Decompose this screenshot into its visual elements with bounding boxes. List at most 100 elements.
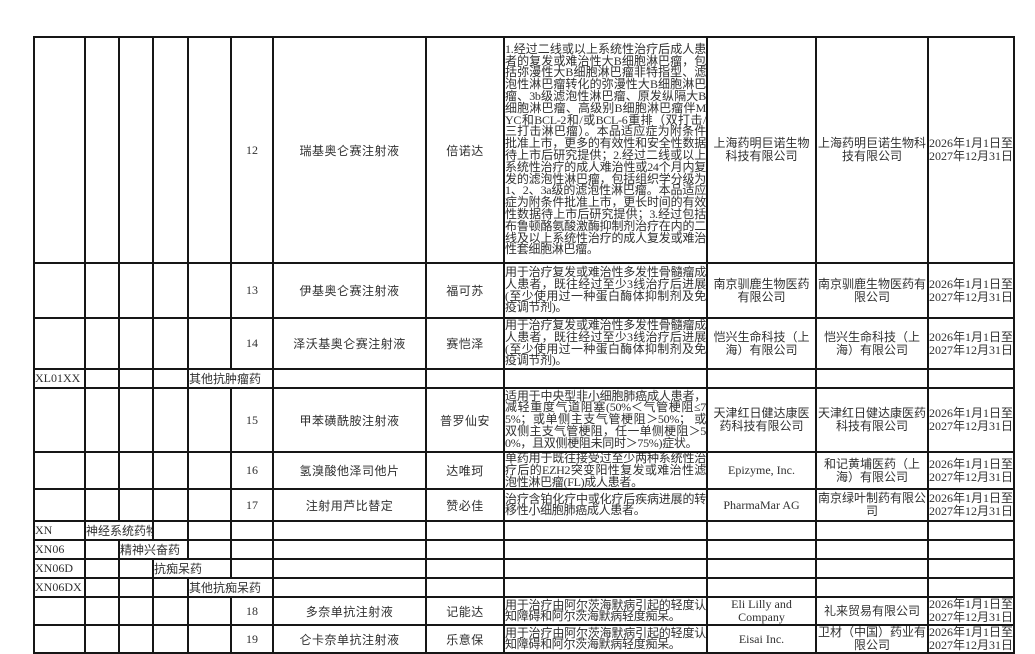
empty-cell [230,520,274,542]
empty-cell [84,488,120,523]
empty-cell [84,577,120,599]
empty-cell [84,368,120,389]
empty-cell [425,577,505,599]
empty-cell [84,596,120,627]
empty-cell [503,558,708,580]
brand-name: 达唯珂 [425,450,505,491]
drug-name: 泽沃基奥仑赛注射液 [272,317,427,370]
empty-cell [272,539,427,561]
empty-cell [152,488,189,523]
empty-cell [503,368,708,389]
empty-cell [230,539,274,561]
empty-cell [187,450,232,491]
empty-cell [503,520,708,542]
category-label: 神经系统药物 [84,520,154,542]
indication-text: 用于治疗由阿尔茨海默病引起的轻度认知障碍和阿尔茨海默病轻度痴呆。 [503,624,708,654]
empty-cell [272,520,427,542]
empty-cell [33,317,86,370]
empty-cell [84,450,120,491]
empty-cell [927,520,1015,542]
agreement-period: 2026年1月1日至2027年12月31日 [927,317,1015,370]
agreement-period: 2026年1月1日至2027年12月31日 [927,262,1015,319]
empty-cell [425,539,505,561]
drug-name: 伊基奥仑赛注射液 [272,262,427,319]
manufacturer: 礼来贸易有限公司 [815,596,929,627]
drug-row-13: 13 伊基奥仑赛注射液 福可苏 用于治疗复发或难治性多发性骨髓瘤成人患者，既往经… [33,262,1015,319]
empty-cell [230,558,274,580]
empty-cell [272,368,427,389]
drug-row-15: 15 甲苯磺酰胺注射液 普罗仙安 适用于中央型非小细胞肺癌成人患者，减轻重度气道… [33,387,1015,453]
empty-cell [84,558,120,580]
drug-name: 甲苯磺酰胺注射液 [272,387,427,453]
empty-cell [927,558,1015,580]
empty-cell [927,577,1015,599]
brand-name: 普罗仙安 [425,387,505,453]
empty-cell [118,387,154,453]
row-number: 12 [230,36,274,264]
empty-cell [84,262,120,319]
atc-code: XN [33,520,86,542]
category-row-xl01xx: XL01XX 其他抗肿瘤药 [33,368,1015,389]
empty-cell [815,539,929,561]
indication-text: 用于治疗复发或难治性多发性骨髓瘤成人患者，既往经过至少3线治疗后进展(至少使用过… [503,262,708,319]
row-number: 19 [230,624,274,654]
indication-text: 治疗含铂化疗中或化疗后疾病进展的转移性小细胞肺癌成人患者。 [503,488,708,523]
empty-cell [118,262,154,319]
empty-cell [84,387,120,453]
drug-row-12: 12 瑞基奥仑赛注射液 倍诺达 1.经过二线或以上系统性治疗后成人患者的复发或难… [33,36,1015,264]
row-number: 18 [230,596,274,627]
category-row-xn06: XN06 精神兴奋药 [33,539,1015,561]
empty-cell [152,368,189,389]
empty-cell [118,317,154,370]
agreement-period: 2026年1月1日至2027年12月31日 [927,624,1015,654]
empty-cell [152,317,189,370]
category-row-xn06d: XN06D 抗痴呆药 [33,558,1015,580]
empty-cell [152,596,189,627]
drug-row-16: 16 氢溴酸他泽司他片 达唯珂 单药用于既往接受过至少两种系统性治疗后的EZH2… [33,450,1015,491]
category-label: 精神兴奋药 [118,539,189,561]
empty-cell [187,624,232,654]
agreement-period: 2026年1月1日至2027年12月31日 [927,488,1015,523]
manufacturer: 恺兴生命科技（上海）有限公司 [815,317,929,370]
drug-list-table: 12 瑞基奥仑赛注射液 倍诺达 1.经过二线或以上系统性治疗后成人患者的复发或难… [33,36,1015,654]
brand-name: 赞必佳 [425,488,505,523]
empty-cell [272,577,427,599]
empty-cell [152,36,189,264]
empty-cell [118,577,154,599]
empty-cell [706,577,817,599]
empty-cell [815,558,929,580]
row-number: 17 [230,488,274,523]
empty-cell [187,387,232,453]
empty-cell [815,520,929,542]
brand-name: 赛恺泽 [425,317,505,370]
empty-cell [118,596,154,627]
indication-text: 单药用于既往接受过至少两种系统性治疗后的EZH2突变阳性复发或难治性滤泡性淋巴瘤… [503,450,708,491]
empty-cell [118,488,154,523]
empty-cell [33,450,86,491]
agreement-period: 2026年1月1日至2027年12月31日 [927,596,1015,627]
empty-cell [927,539,1015,561]
manufacturer: 南京绿叶制药有限公司 [815,488,929,523]
empty-cell [425,368,505,389]
category-label: 其他抗肿瘤药 [187,368,274,389]
drug-row-18: 18 多奈单抗注射液 记能达 用于治疗由阿尔茨海默病引起的轻度认知障碍和阿尔茨海… [33,596,1015,627]
empty-cell [84,624,120,654]
empty-cell [33,624,86,654]
marketing-authorization-holder: 上海药明巨诺生物科技有限公司 [706,36,817,264]
empty-cell [425,558,505,580]
empty-cell [927,368,1015,389]
empty-cell [187,262,232,319]
empty-cell [118,368,154,389]
empty-cell [84,36,120,264]
category-label: 抗痴呆药 [152,558,232,580]
marketing-authorization-holder: 天津红日健达康医药科技有限公司 [706,387,817,453]
empty-cell [33,596,86,627]
marketing-authorization-holder: 恺兴生命科技（上海）有限公司 [706,317,817,370]
empty-cell [706,368,817,389]
empty-cell [33,262,86,319]
empty-cell [815,577,929,599]
empty-cell [33,36,86,264]
manufacturer: 南京驯鹿生物医药有限公司 [815,262,929,319]
empty-cell [815,368,929,389]
marketing-authorization-holder: PharmaMar AG [706,488,817,523]
